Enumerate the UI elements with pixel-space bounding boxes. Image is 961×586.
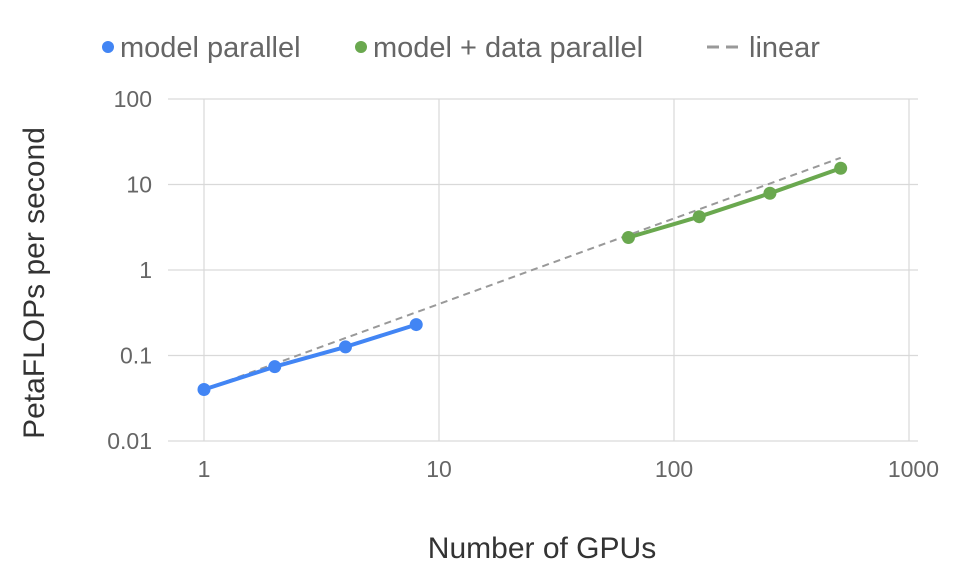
data-point: [197, 383, 211, 397]
y-axis-ticks: 100 10 1 0.1 0.01: [107, 86, 152, 454]
x-tick-label: 10: [426, 456, 452, 482]
y-tick-label: 0.1: [120, 343, 152, 369]
y-axis-title: PetaFLOPs per second: [18, 127, 51, 439]
gridlines: [168, 98, 918, 442]
data-point: [338, 340, 352, 354]
series-line: [627, 166, 842, 240]
y-tick-label: 10: [126, 172, 152, 198]
legend-marker-model-parallel: [102, 41, 114, 53]
legend: model parallel model + data parallel lin…: [102, 32, 820, 64]
y-tick-label: 100: [114, 86, 152, 112]
data-point: [409, 318, 423, 332]
x-tick-label: 1: [198, 456, 211, 482]
data-point: [621, 230, 635, 244]
data-point: [763, 186, 777, 200]
data-point: [268, 360, 282, 374]
series-model-data-parallel: [621, 161, 848, 244]
series-linear: [203, 156, 842, 391]
series-model-parallel: [197, 318, 423, 397]
x-axis-ticks: 1 10 100 1000: [198, 456, 939, 482]
x-axis-title: Number of GPUs: [428, 532, 656, 565]
x-tick-label: 1000: [888, 456, 939, 482]
series-line: [203, 156, 842, 391]
legend-label-model-data-parallel: model + data parallel: [373, 32, 643, 64]
series-line: [203, 322, 417, 392]
legend-marker-model-data-parallel: [355, 41, 367, 53]
x-tick-label: 100: [655, 456, 693, 482]
y-tick-label: 1: [139, 257, 152, 283]
legend-label-linear: linear: [749, 32, 820, 64]
data-point: [692, 210, 706, 224]
data-point: [834, 161, 848, 175]
y-tick-label: 0.01: [107, 428, 152, 454]
legend-label-model-parallel: model parallel: [120, 32, 301, 64]
series-group: [197, 156, 848, 397]
